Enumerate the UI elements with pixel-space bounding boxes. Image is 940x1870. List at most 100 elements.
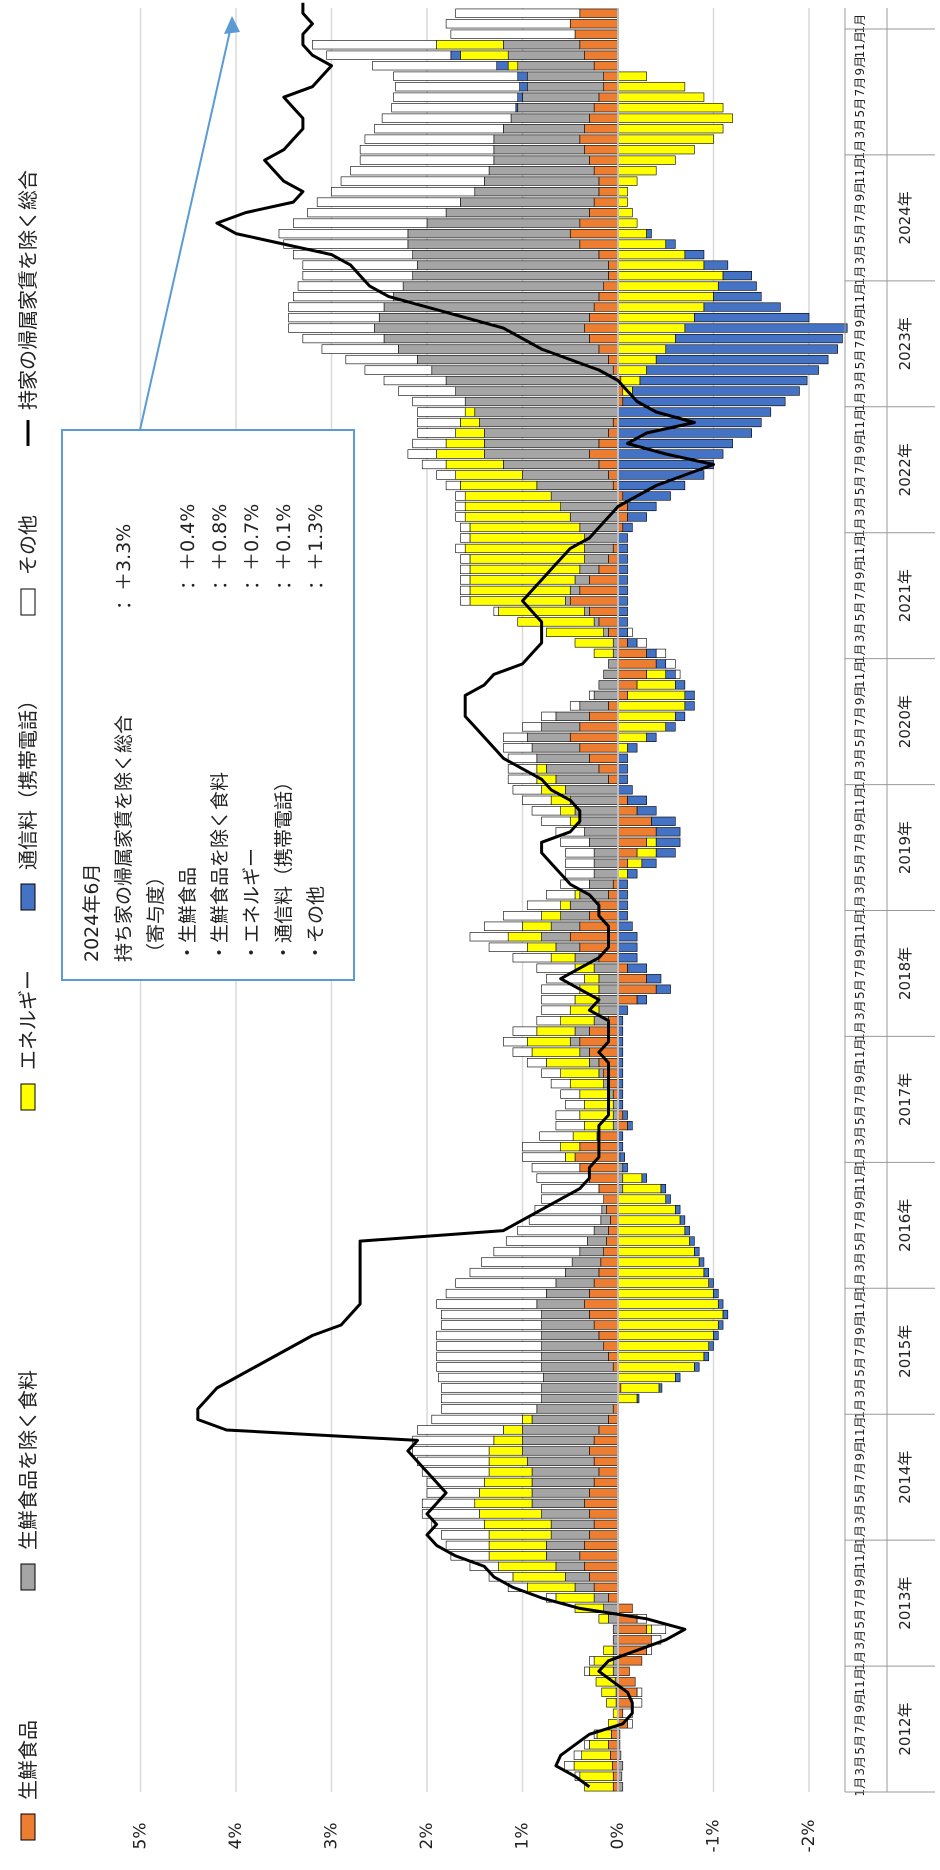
bar-segment xyxy=(617,333,676,344)
month-tick-label: 3月 xyxy=(853,1630,867,1650)
bar-segment xyxy=(560,1089,581,1099)
bar-segment xyxy=(717,281,757,291)
bar-segment xyxy=(469,575,576,585)
bar-segment xyxy=(627,795,647,805)
month-tick-label: 11月 xyxy=(853,1542,867,1569)
bar-segment xyxy=(407,229,571,239)
bar-segment xyxy=(598,1131,619,1141)
bar-segment xyxy=(522,1152,566,1162)
bar-segment xyxy=(608,428,619,438)
bar-segment xyxy=(565,848,595,858)
bar-segment xyxy=(651,816,676,826)
bar-segment xyxy=(483,176,600,186)
bar-segment xyxy=(421,1498,476,1509)
year-tick-label: 2019年 xyxy=(896,821,914,874)
bar-segment xyxy=(569,1037,581,1047)
month-tick-label: 1月 xyxy=(853,518,867,538)
bar-segment xyxy=(445,375,619,386)
month-tick-label: 3月 xyxy=(853,1378,867,1398)
bar-segment xyxy=(589,1572,619,1582)
bar-segment xyxy=(536,480,614,491)
bar-segment xyxy=(589,711,619,721)
bar-segment xyxy=(541,1330,600,1341)
bar-segment xyxy=(460,585,471,596)
bar-segment xyxy=(350,166,490,176)
bar-segment xyxy=(636,806,657,816)
month-tick-label: 3月 xyxy=(853,1504,867,1524)
month-tick-label: 7月 xyxy=(853,1210,867,1230)
year-tick-label: 2024年 xyxy=(896,191,914,244)
bar-segment xyxy=(546,627,604,638)
bar-segment xyxy=(617,911,628,921)
month-tick-label: 9月 xyxy=(853,937,867,957)
bar-segment xyxy=(546,890,576,900)
bar-segment xyxy=(617,869,628,879)
bar-segment xyxy=(460,522,471,533)
bar-segment xyxy=(536,1016,562,1026)
bar-segment xyxy=(579,921,619,931)
bar-segment xyxy=(617,365,647,375)
month-tick-label: 7月 xyxy=(853,581,867,601)
bar-segment xyxy=(526,1037,571,1047)
value-tick-label: 0% xyxy=(608,1823,628,1850)
bar-segment xyxy=(713,1330,719,1341)
bar-segment xyxy=(589,208,619,218)
bar-segment xyxy=(627,869,638,879)
annotation-label: （寄与度） xyxy=(145,867,167,962)
bar-segment xyxy=(606,1236,619,1246)
bar-segment xyxy=(636,995,647,1005)
bar-segment xyxy=(464,396,619,407)
month-tick-label: 9月 xyxy=(853,1063,867,1083)
month-tick-label: 5月 xyxy=(853,979,867,999)
bar-segment xyxy=(617,124,724,134)
bar-segment xyxy=(391,103,517,113)
bar-segment xyxy=(617,753,628,763)
legend-swatch xyxy=(20,1813,36,1841)
bar-segment xyxy=(460,575,471,585)
bar-segment xyxy=(684,1225,690,1236)
bar-segment xyxy=(302,333,385,344)
bar-segment xyxy=(593,869,619,879)
bar-segment xyxy=(627,1719,633,1729)
bar-segment xyxy=(479,1488,533,1498)
bar-segment xyxy=(600,1215,611,1225)
bar-segment xyxy=(417,1456,490,1467)
month-tick-label: 3月 xyxy=(853,1000,867,1020)
month-tick-label: 9月 xyxy=(853,686,867,706)
bar-segment xyxy=(555,1561,585,1571)
bar-segment xyxy=(584,1782,614,1792)
bar-segment xyxy=(560,900,571,910)
legend-swatch xyxy=(20,588,36,616)
bar-segment xyxy=(665,669,676,679)
bar-segment xyxy=(593,197,619,207)
bar-segment xyxy=(611,1729,619,1739)
month-tick-label: 1月 xyxy=(853,895,867,915)
bar-segment xyxy=(292,291,394,302)
bar-segment xyxy=(569,795,619,805)
bar-segment xyxy=(589,879,614,889)
bar-segment xyxy=(608,1614,619,1624)
bar-segment xyxy=(646,837,657,847)
bar-segment xyxy=(608,627,619,638)
bar-segment xyxy=(565,596,571,606)
bar-segment xyxy=(493,134,581,144)
month-tick-label: 5月 xyxy=(853,602,867,622)
bar-segment xyxy=(617,155,676,165)
bar-segment xyxy=(493,155,590,165)
bar-segment xyxy=(278,229,409,239)
bar-segment xyxy=(589,333,619,344)
bar-segment xyxy=(565,1152,576,1162)
bar-segment xyxy=(598,680,619,690)
year-tick-label: 2017年 xyxy=(896,1073,914,1126)
bar-segment xyxy=(522,1425,600,1435)
bar-segment xyxy=(407,239,581,249)
bar-segment xyxy=(622,1162,628,1173)
total-line xyxy=(196,2,715,1789)
bar-segment xyxy=(608,701,619,711)
bar-segment xyxy=(455,543,466,554)
bar-segment xyxy=(436,470,456,480)
bar-segment xyxy=(617,984,657,994)
bar-segment xyxy=(603,1194,619,1204)
value-tick-label: -1% xyxy=(704,1819,724,1852)
bar-segment xyxy=(445,438,485,449)
